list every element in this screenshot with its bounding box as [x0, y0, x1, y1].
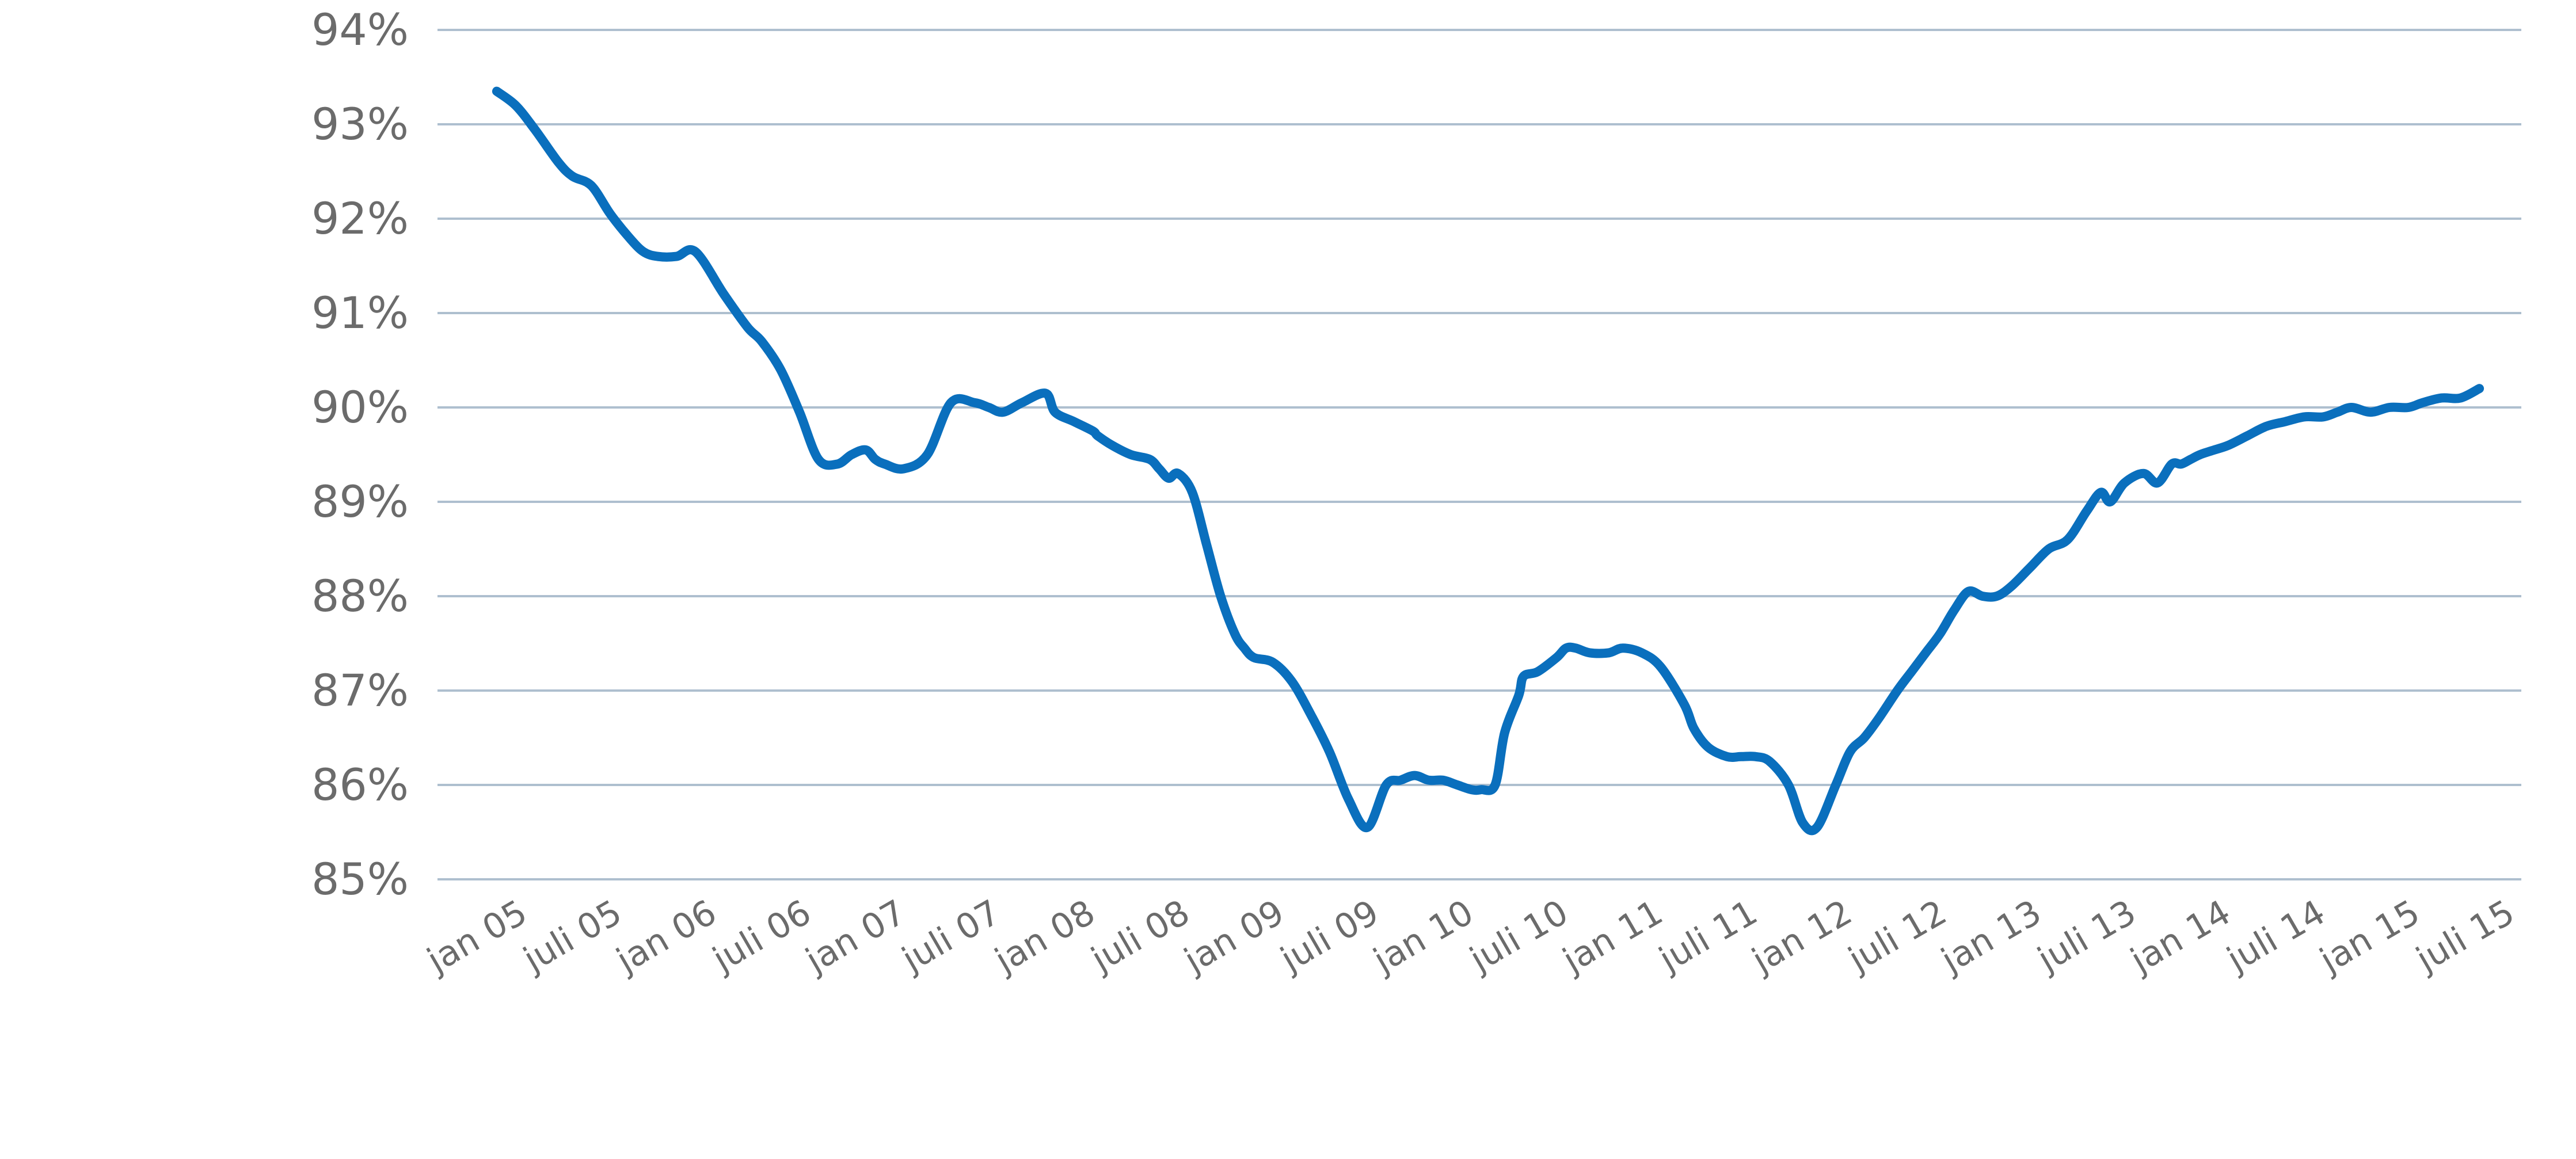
x-tick-label: juli 15: [2408, 892, 2521, 980]
y-tick-label: 93%: [311, 98, 409, 150]
x-tick-label: jan 09: [1177, 892, 1291, 981]
series-layer: [492, 86, 2484, 836]
x-tick-label: jan 12: [1745, 892, 1859, 981]
y-tick-label: 88%: [311, 570, 409, 622]
x-tick-label: juli 12: [1841, 892, 1954, 980]
x-tick-label: juli 11: [1652, 892, 1764, 980]
y-tick-label: 85%: [311, 853, 409, 905]
x-tick-label: juli 14: [2219, 892, 2332, 980]
x-tick-label: juli 08: [1084, 892, 1197, 980]
x-tick-label: jan 10: [1366, 892, 1481, 981]
x-tick-label: juli 09: [1273, 892, 1386, 980]
y-tick-label: 89%: [311, 476, 409, 527]
x-tick-label: juli 10: [1462, 892, 1575, 980]
y-tick-label: 92%: [311, 193, 409, 244]
y-tick-label: 87%: [311, 665, 409, 716]
x-tick-label: jan 07: [798, 892, 913, 981]
x-tick-label: jan 08: [987, 892, 1102, 981]
x-tick-label: juli 06: [705, 892, 818, 980]
y-tick-label: 91%: [311, 287, 409, 338]
gridlines: [437, 29, 2521, 880]
x-tick-label: jan 06: [609, 892, 724, 981]
x-tick-label: jan 13: [1934, 892, 2048, 981]
x-tick-label: juli 07: [895, 892, 1007, 980]
y-tick-label: 86%: [311, 759, 409, 810]
x-tick-label: juli 05: [516, 892, 629, 980]
x-tick-label: juli 13: [2030, 892, 2143, 980]
y-axis-ticks: 85% 86% 87% 88% 89% 90% 91% 92% 93% 94%: [311, 4, 409, 905]
x-tick-label: jan 05: [420, 892, 534, 981]
series-line-0: [492, 86, 2484, 836]
x-tick-label: jan 14: [2123, 892, 2238, 981]
y-tick-label: 90%: [311, 382, 409, 433]
y-tick-label: 94%: [311, 4, 409, 55]
x-tick-label: jan 11: [1555, 892, 1670, 981]
x-tick-label: jan 15: [2312, 892, 2427, 981]
